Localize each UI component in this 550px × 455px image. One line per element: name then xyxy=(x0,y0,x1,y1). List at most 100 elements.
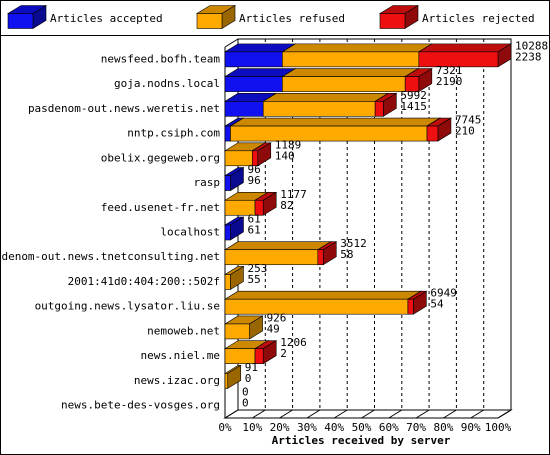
legend-label: Articles refused xyxy=(239,12,345,25)
x-tick-label: 40% xyxy=(324,421,344,434)
bar xyxy=(254,199,264,216)
row-label: 0 xyxy=(242,397,249,410)
tick-mark xyxy=(497,409,512,419)
bar xyxy=(252,150,259,167)
row-label: 7321 xyxy=(436,64,463,77)
y-tick-label: 2001:41d0:404:200::502f xyxy=(68,275,220,288)
row-label: 49 xyxy=(267,322,280,335)
bar xyxy=(224,323,250,340)
bar-top xyxy=(229,117,442,127)
row-label: 58 xyxy=(340,248,353,261)
bar xyxy=(224,274,231,290)
row-label: 926 xyxy=(267,311,287,324)
row-label: 2238 xyxy=(515,50,542,63)
bar-top xyxy=(417,43,513,53)
tick-mark xyxy=(415,409,430,419)
x-tick-label: 70% xyxy=(406,421,426,434)
bar xyxy=(224,224,231,241)
row-label: 0 xyxy=(242,386,249,399)
row-label: 82 xyxy=(280,199,293,212)
tick-mark xyxy=(333,409,348,419)
bar-top xyxy=(262,93,390,102)
x-tick-label: 50% xyxy=(352,421,372,434)
y-tick-label: news.bete-des-vosges.org xyxy=(61,399,220,412)
x-axis-title: Articles received by server xyxy=(272,434,451,447)
y-tick-label: pasdenom-out.news.tnetconsulting.net xyxy=(0,250,220,263)
bar xyxy=(224,298,409,315)
y-tick-label: localhost xyxy=(160,226,220,239)
row-label: 5992 xyxy=(400,89,427,102)
bar xyxy=(404,76,420,92)
row-label: 3512 xyxy=(340,237,367,250)
x-tick-label: 20% xyxy=(270,421,290,434)
row-label: 91 xyxy=(245,361,258,374)
bar xyxy=(230,125,428,142)
row-label: 7745 xyxy=(455,114,482,127)
bar xyxy=(224,125,231,142)
bar xyxy=(224,249,319,266)
x-tick-label: 80% xyxy=(433,421,453,434)
legend-label: Articles accepted xyxy=(50,12,163,25)
tick-mark xyxy=(361,409,375,419)
row-label: 54 xyxy=(430,298,444,311)
bar-top xyxy=(281,68,420,77)
y-tick-label: feed.usenet-fr.net xyxy=(101,201,220,214)
y-tick-label: nntp.csiph.com xyxy=(127,127,220,140)
row-label: 0 xyxy=(245,372,252,385)
bar xyxy=(224,76,283,92)
tick-mark xyxy=(470,409,484,419)
x-tick-label: 0% xyxy=(218,421,232,434)
tick-mark xyxy=(443,409,457,419)
row-label: 61 xyxy=(247,224,260,237)
bar xyxy=(224,373,229,389)
legend-swatch xyxy=(196,13,223,29)
y-tick-label: news.niel.me xyxy=(141,349,220,362)
legend-label: Articles rejected xyxy=(422,12,535,25)
row-label: 140 xyxy=(275,149,295,162)
row-label: 6949 xyxy=(430,287,457,300)
row-label: 1177 xyxy=(280,188,307,201)
bar xyxy=(262,101,376,117)
row-label: 2 xyxy=(280,347,287,360)
bar xyxy=(407,298,414,315)
bar xyxy=(418,51,499,68)
x-tick-label: 90% xyxy=(461,421,481,434)
tick-mark xyxy=(306,409,321,419)
tick-mark xyxy=(252,409,266,419)
y-tick-label: obelix.gegeweb.org xyxy=(101,151,220,164)
bar xyxy=(374,101,384,117)
bar xyxy=(317,249,324,266)
x-tick-label: 100% xyxy=(485,421,512,434)
bar xyxy=(426,125,439,142)
row-label: 10288 xyxy=(515,39,548,52)
row-label: 1206 xyxy=(280,336,307,349)
y-tick-label: news.izac.org xyxy=(134,374,220,387)
row-label: 2190 xyxy=(436,75,463,88)
y-tick-label: rasp xyxy=(194,176,221,189)
bar xyxy=(224,51,283,68)
y-tick-label: goja.nodns.local xyxy=(114,77,220,90)
left-wall xyxy=(224,38,239,48)
bar-top xyxy=(223,290,422,300)
row-label: 1415 xyxy=(400,100,427,113)
y-tick-label: nemoweb.net xyxy=(147,324,220,337)
bar-top xyxy=(223,241,332,251)
row-label: 96 xyxy=(247,174,260,187)
y-tick-label: newsfeed.bofh.team xyxy=(101,52,221,65)
row-label: 253 xyxy=(247,262,267,275)
legend-swatch xyxy=(379,13,406,29)
bar xyxy=(254,348,264,364)
x-tick-label: 30% xyxy=(297,421,317,434)
x-tick-label: 60% xyxy=(379,421,399,434)
row-label: 210 xyxy=(455,125,475,138)
x-tick-label: 10% xyxy=(242,421,262,434)
tick-mark xyxy=(388,409,403,419)
y-tick-label: outgoing.news.lysator.liu.se xyxy=(35,300,220,313)
bar xyxy=(282,76,406,92)
row-label: 1189 xyxy=(275,138,302,151)
tick-mark xyxy=(224,409,239,419)
bar xyxy=(224,101,264,117)
legend-swatch xyxy=(7,13,34,29)
